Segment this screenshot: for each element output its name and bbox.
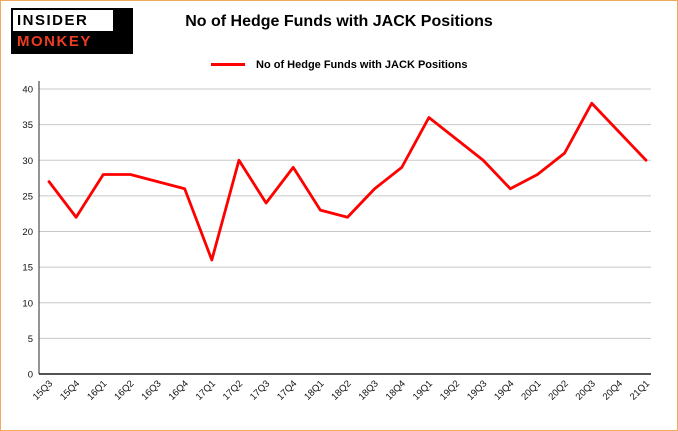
svg-text:35: 35	[22, 120, 33, 131]
logo-black-block	[113, 10, 131, 31]
legend-label: No of Hedge Funds with JACK Positions	[256, 58, 468, 71]
svg-text:19Q1: 19Q1	[411, 378, 435, 402]
svg-text:16Q3: 16Q3	[139, 378, 163, 402]
svg-text:30: 30	[22, 156, 33, 167]
svg-text:16Q2: 16Q2	[112, 378, 136, 402]
svg-text:18Q1: 18Q1	[302, 378, 326, 402]
logo-monkey-text: MONKEY	[13, 31, 131, 52]
svg-text:20Q3: 20Q3	[574, 378, 598, 402]
svg-text:17Q2: 17Q2	[221, 378, 245, 402]
chart-title: No of Hedge Funds with JACK Positions	[185, 13, 493, 30]
svg-text:15Q4: 15Q4	[58, 378, 82, 402]
svg-text:5: 5	[28, 334, 33, 345]
svg-text:17Q4: 17Q4	[275, 378, 299, 402]
svg-text:16Q1: 16Q1	[85, 378, 109, 402]
svg-text:19Q2: 19Q2	[438, 378, 462, 402]
logo-top-row: INSIDER	[13, 10, 131, 31]
svg-text:18Q4: 18Q4	[384, 378, 408, 402]
insider-monkey-logo: INSIDER MONKEY	[11, 8, 133, 54]
svg-text:18Q3: 18Q3	[357, 378, 381, 402]
svg-text:15: 15	[22, 263, 33, 274]
svg-text:16Q4: 16Q4	[167, 378, 191, 402]
svg-text:40: 40	[22, 85, 33, 96]
svg-text:19Q4: 19Q4	[492, 378, 516, 402]
svg-text:20Q2: 20Q2	[546, 378, 570, 402]
svg-text:15Q3: 15Q3	[31, 378, 55, 402]
svg-text:0: 0	[28, 370, 33, 381]
svg-text:18Q2: 18Q2	[329, 378, 353, 402]
svg-text:17Q3: 17Q3	[248, 378, 272, 402]
svg-text:20Q1: 20Q1	[519, 378, 543, 402]
chart-legend: No of Hedge Funds with JACK Positions	[1, 56, 677, 74]
svg-text:10: 10	[22, 298, 33, 309]
logo-insider-text: INSIDER	[17, 12, 89, 29]
legend-line-swatch	[210, 63, 245, 67]
svg-text:17Q1: 17Q1	[194, 378, 218, 402]
svg-text:20: 20	[22, 227, 33, 238]
svg-text:20Q4: 20Q4	[601, 378, 625, 402]
svg-text:19Q3: 19Q3	[465, 378, 489, 402]
svg-text:25: 25	[22, 191, 33, 202]
svg-text:21Q1: 21Q1	[628, 378, 652, 402]
